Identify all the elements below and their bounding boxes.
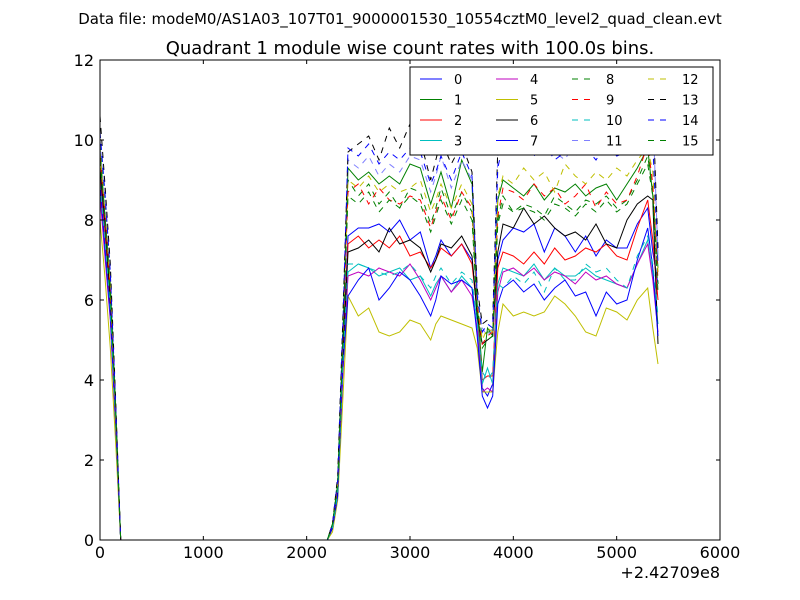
- y-tick-label: 8: [84, 211, 94, 230]
- y-tick-label: 2: [84, 451, 94, 470]
- legend-label-1: 1: [454, 94, 462, 109]
- x-tick-label: 3000: [390, 543, 431, 562]
- plot-frame: [99, 59, 721, 541]
- series-lines: [99, 90, 659, 541]
- y-tick-label: 4: [84, 371, 94, 390]
- legend-label-6: 6: [530, 114, 538, 129]
- legend-label-3: 3: [454, 135, 462, 150]
- series-line-14: [99, 122, 659, 541]
- legend-label-2: 2: [454, 114, 462, 129]
- legend-label-12: 12: [682, 73, 699, 88]
- x-offset-label: +2.42709e8: [620, 563, 720, 582]
- x-tick-label: 5000: [596, 543, 637, 562]
- y-tick-label: 6: [84, 291, 94, 310]
- series-line-5: [99, 219, 659, 541]
- legend-label-15: 15: [682, 135, 699, 150]
- series-line-10: [99, 183, 659, 541]
- legend-label-9: 9: [606, 94, 614, 109]
- x-tick-label: 2000: [286, 543, 327, 562]
- legend-label-4: 4: [530, 73, 538, 88]
- x-tick-label: 4000: [493, 543, 534, 562]
- legend-label-7: 7: [530, 135, 538, 150]
- y-tick-label: 12: [74, 51, 94, 70]
- legend-label-5: 5: [530, 94, 538, 109]
- y-tick-label: 0: [84, 531, 94, 550]
- legend-label-0: 0: [454, 73, 462, 88]
- legend-label-13: 13: [682, 94, 699, 109]
- x-tick-label: 1000: [183, 543, 224, 562]
- legend-label-10: 10: [606, 114, 623, 129]
- x-tick-label: 6000: [700, 543, 741, 562]
- legend-label-14: 14: [682, 114, 699, 129]
- legend-label-11: 11: [606, 135, 623, 150]
- series-line-15: [99, 159, 659, 541]
- legend-label-8: 8: [606, 73, 614, 88]
- chart-title: Quadrant 1 module wise count rates with …: [166, 38, 655, 59]
- x-tick-label: 0: [95, 543, 105, 562]
- y-tick-label: 10: [74, 131, 94, 150]
- suptitle: Data file: modeM0/AS1A03_107T01_90000015…: [78, 10, 722, 29]
